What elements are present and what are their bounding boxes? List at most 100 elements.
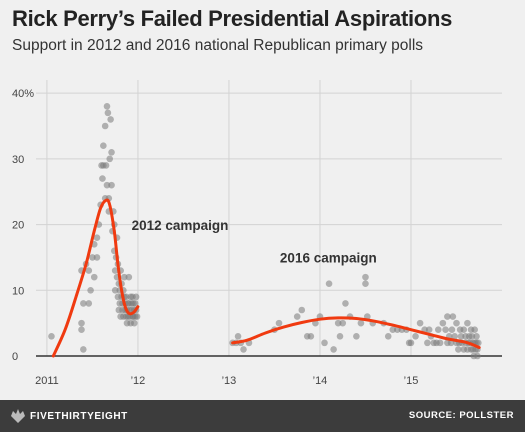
poll-point [85,267,93,274]
y-tick-label: 20 [12,220,24,232]
poll-point [85,300,93,307]
poll-point [133,313,141,320]
poll-point [473,332,480,340]
trend-line-2012-campaign [51,198,140,358]
x-tick-label: 2011 [35,375,59,387]
annotation-label: 2016 campaign [280,251,377,266]
poll-point [334,319,342,327]
poll-point [234,332,242,340]
poll-point [89,254,96,261]
poll-point [384,332,392,340]
poll-point [471,326,478,334]
poll-point [353,332,360,340]
poll-point [100,142,107,150]
poll-point [103,102,111,110]
poll-point [436,339,444,347]
poll-point [80,300,87,307]
poll-point [407,339,415,347]
poll-point [298,306,306,314]
poll-point [330,346,337,353]
poll-point [416,319,424,327]
poll-point [321,339,328,347]
poll-point [336,332,344,340]
y-tick-label: 0 [12,351,18,363]
poll-point [104,109,112,117]
poll-point [464,319,471,327]
poll-point [108,181,115,189]
poll-point [342,300,349,307]
y-tick-label: 10 [12,285,24,297]
poll-point [451,332,458,340]
poll-point [78,326,85,334]
chart-subtitle: Support in 2012 and 2016 national Republ… [12,37,424,54]
source-note: SOURCE: POLLSTER [408,410,514,421]
poll-point [78,319,85,327]
poll-point [339,319,347,327]
poll-point [103,181,111,189]
x-gridlines [46,80,412,356]
poll-point [412,332,419,340]
poll-point [444,313,451,320]
poll-point [106,155,114,163]
poll-point [107,116,114,123]
plot-area: 0 10 20 30 40% 2011 ’12 ’13 ’14 ’15 2012 campaig… [12,80,502,387]
trend-lines [51,198,481,358]
poll-point [434,326,442,334]
poll-point [468,332,476,340]
poll-point [455,346,462,353]
poll-point [80,346,87,353]
poll-point [93,234,101,242]
poll-point [453,319,460,327]
chart-title: Rick Perry’s Failed Presidential Aspirat… [12,6,453,31]
poll-point [101,122,109,130]
annotation-label: 2012 campaign [132,218,229,233]
footer-bar: FIVETHIRTYEIGHT SOURCE: POLLSTER [0,400,525,432]
poll-point [275,319,283,327]
poll-point [424,339,431,347]
poll-point [108,148,115,156]
poll-point [90,273,98,281]
poll-point [99,175,106,182]
poll-point [442,326,449,334]
poll-point [111,267,119,274]
poll-point [130,319,138,327]
poll-point [460,326,468,334]
poll-point [102,162,110,169]
y-tick-label: 30 [12,154,24,166]
poll-point [120,273,128,281]
poll-point [474,352,481,360]
brand-name: FIVETHIRTYEIGHT [30,410,128,422]
x-tick-label: ’14 [313,375,328,387]
poll-point [362,273,369,281]
x-tick-label: ’13 [222,375,237,387]
poll-point [132,293,140,301]
poll-point [439,319,447,327]
x-tick-label: ’15 [404,375,419,387]
poll-point [125,273,133,281]
poll-point [325,280,333,288]
poll-point [111,286,119,294]
poll-point [93,254,101,261]
poll-point [307,332,315,340]
poll-point [87,286,94,294]
poll-point [357,319,365,327]
y-axis-labels: 0 10 20 30 40% [12,88,34,363]
annotations: 2012 campaign 2016 campaign [132,218,377,266]
poll-point [362,280,369,288]
y-gridlines [36,92,502,291]
x-axis-labels: 2011 ’12 ’13 ’14 ’15 [35,375,418,387]
poll-point [425,326,433,334]
poll-point [48,332,55,340]
poll-point [293,313,301,320]
poll-point [475,339,482,347]
poll-point [448,326,456,334]
poll-point [240,346,247,353]
y-tick-label: 40% [12,88,34,100]
poll-point [449,313,457,320]
fivethirtyeight-logo-icon [11,409,25,423]
brand: FIVETHIRTYEIGHT [11,409,128,423]
poll-point [389,326,397,334]
poll-point [457,332,465,340]
x-tick-label: ’12 [131,375,146,387]
trend-line-2016-campaign [231,316,481,349]
